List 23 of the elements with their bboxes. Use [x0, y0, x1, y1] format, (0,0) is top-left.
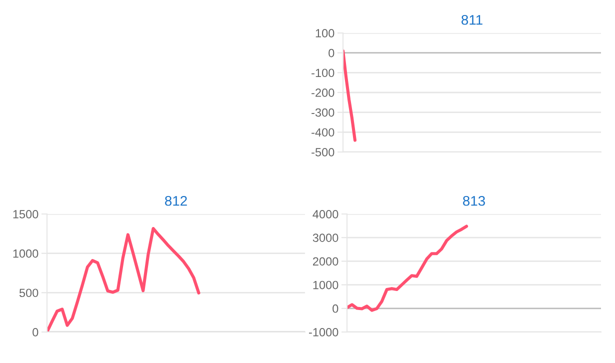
line-series [347, 224, 468, 312]
y-tick-label: 1000 [313, 280, 338, 290]
line-series [343, 49, 357, 142]
y-tick-label: -100 [312, 68, 334, 78]
y-tick-label: 0 [328, 48, 334, 58]
y-tick-label: -1000 [309, 328, 338, 336]
chart-title: 811 [462, 14, 482, 25]
y-tick-label: 1000 [13, 249, 38, 258]
y-tick-label: 4000 [312, 210, 338, 218]
line-series [47, 227, 200, 332]
chart-title: 812 [165, 196, 187, 206]
y-tick-label: 1500 [13, 210, 38, 218]
y-tick-label: 500 [19, 288, 38, 298]
y-tick-label: -500 [312, 148, 334, 156]
y-tick-label: -300 [312, 108, 334, 117]
y-tick-label: 2000 [313, 257, 338, 266]
y-tick-label: 100 [316, 29, 334, 38]
y-tick-label: -200 [312, 88, 334, 97]
y-tick-label: -400 [312, 128, 334, 137]
y-tick-label: 0 [32, 328, 38, 336]
y-tick-label: 3000 [312, 234, 338, 242]
chart-title: 813 [463, 196, 485, 206]
y-tick-label: 0 [332, 304, 338, 313]
